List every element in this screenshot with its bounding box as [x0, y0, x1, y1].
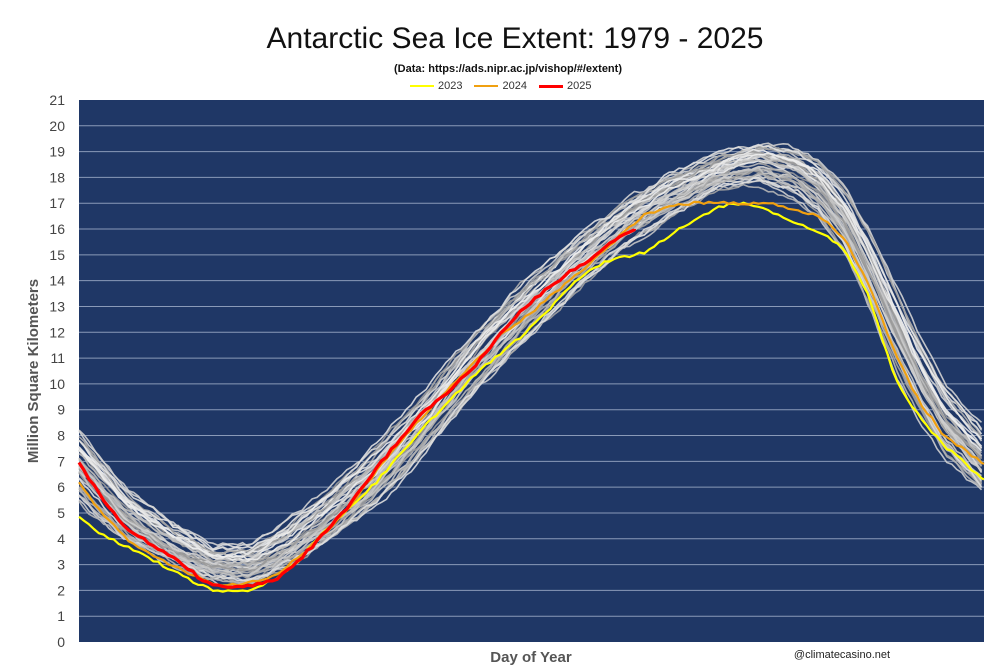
series-line-2025 — [77, 228, 637, 589]
series-line-2023 — [78, 201, 985, 593]
series-line-2024 — [78, 200, 985, 587]
x-axis-title: Day of Year — [490, 649, 572, 666]
y-tick-label-16: 16 — [49, 221, 65, 237]
y-tick-label-3: 3 — [57, 557, 65, 573]
legend-item-2025: 2025 — [538, 80, 592, 92]
y-tick-label-11: 11 — [50, 350, 65, 366]
y-tick-label-18: 18 — [49, 169, 65, 185]
legend-item-2023: 2023 — [410, 80, 462, 92]
legend-label-2024: 2024 — [502, 80, 527, 92]
historical-year-line — [78, 142, 983, 552]
legend-label-2025: 2025 — [566, 80, 592, 92]
y-axis-title: Million Square Kilometers — [25, 279, 42, 463]
y-tick-label-20: 20 — [49, 118, 65, 134]
y-tick-label-4: 4 — [57, 531, 65, 547]
y-tick-label-17: 17 — [49, 195, 65, 211]
chart-title: Antarctic Sea Ice Extent: 1979 - 2025 — [266, 22, 764, 55]
y-tick-label-8: 8 — [57, 428, 65, 444]
historical-year-line — [78, 152, 983, 561]
highlighted-series — [77, 200, 985, 593]
historical-year-line — [78, 166, 983, 565]
legend-swatch-2023 — [410, 85, 434, 87]
credit-label: @climatecasino.net — [794, 649, 890, 661]
y-tick-label-14: 14 — [49, 273, 65, 289]
legend-item-2024: 2024 — [474, 80, 527, 92]
y-tick-label-9: 9 — [57, 402, 65, 418]
y-tick-label-19: 19 — [49, 144, 65, 160]
legend: 2023 2024 2025 — [410, 79, 603, 93]
y-tick-label-21: 21 — [49, 92, 65, 108]
legend-label-2023: 2023 — [438, 80, 463, 92]
legend-swatch-2025 — [538, 84, 563, 88]
y-tick-label-13: 13 — [49, 298, 65, 314]
y-tick-label-10: 10 — [49, 376, 65, 392]
legend-swatch-2024 — [474, 85, 499, 87]
y-tick-label-1: 1 — [57, 608, 65, 624]
y-tick-label-0: 0 — [57, 634, 65, 650]
historical-year-line — [78, 179, 983, 582]
chart-subtitle: (Data: https://ads.nipr.ac.jp/vishop/#/e… — [394, 63, 622, 75]
historical-year-line — [78, 151, 983, 573]
y-tick-label-15: 15 — [49, 247, 65, 263]
y-tick-label-6: 6 — [57, 479, 65, 495]
y-tick-label-2: 2 — [57, 582, 65, 598]
historical-year-line — [78, 145, 983, 555]
historical-year-line — [78, 143, 983, 560]
historical-year-line — [78, 165, 982, 585]
y-tick-label-7: 7 — [57, 453, 65, 469]
y-tick-label-12: 12 — [49, 324, 65, 340]
y-tick-label-5: 5 — [57, 505, 65, 521]
historical-year-line — [78, 159, 983, 571]
